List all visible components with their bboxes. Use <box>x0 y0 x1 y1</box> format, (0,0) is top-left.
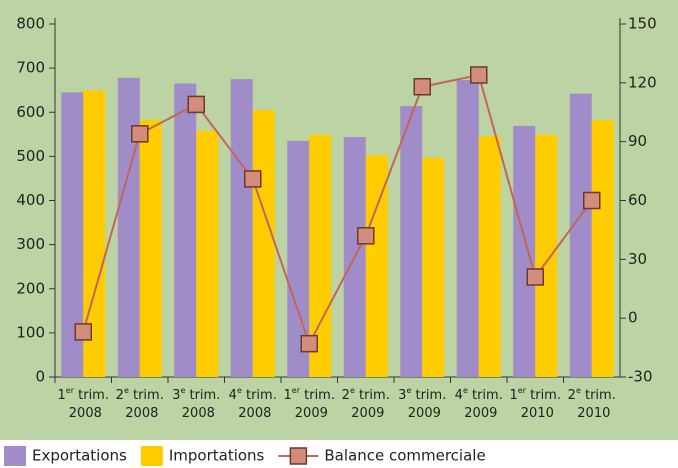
legend-swatch <box>140 446 163 466</box>
y2-tick-label: 0 <box>628 309 638 327</box>
marker <box>526 268 544 286</box>
legend-label: Exportations <box>32 447 127 465</box>
bar <box>139 119 162 377</box>
y2-tick-label: 90 <box>628 132 647 150</box>
x-tick-label: 4e trim. 2009 <box>455 386 503 421</box>
y2-tick-label: 60 <box>628 191 647 209</box>
y-tick-label: 100 <box>16 323 45 341</box>
bar <box>422 157 445 377</box>
legend-label: Importations <box>169 447 265 465</box>
bar <box>535 134 558 377</box>
bar <box>456 80 479 377</box>
y2-tick-label: 120 <box>628 73 657 91</box>
x-tick-label: 3e trim. 2009 <box>398 386 446 421</box>
y2-tick-label: 30 <box>628 250 647 268</box>
bar <box>591 119 614 377</box>
x-tick-label: 1er trim. 2009 <box>284 386 335 421</box>
x-tick-label: 2e trim. 2010 <box>568 386 616 421</box>
marker <box>244 170 262 188</box>
chart-background <box>0 0 678 440</box>
bar <box>365 155 388 377</box>
y-tick-label: 300 <box>16 235 45 253</box>
x-tick-label: 1er trim. 2008 <box>58 386 109 421</box>
bar <box>252 110 275 377</box>
x-tick-label: 2e trim. 2008 <box>116 386 164 421</box>
marker <box>357 227 375 245</box>
marker <box>187 95 205 114</box>
bar <box>400 106 423 377</box>
bar <box>513 125 536 378</box>
marker <box>470 66 488 84</box>
y-tick-label: 800 <box>16 15 45 33</box>
y-tick-label: 0 <box>35 368 45 386</box>
marker <box>131 125 149 143</box>
bar <box>174 83 197 377</box>
marker <box>300 334 318 353</box>
bar <box>83 90 106 377</box>
bar <box>117 77 140 378</box>
legend-swatch <box>4 446 26 466</box>
y-tick-label: 500 <box>16 147 45 165</box>
bar <box>478 136 501 377</box>
x-tick-label: 4e trim. 2008 <box>229 386 277 421</box>
y-tick-label: 600 <box>16 103 45 121</box>
bar <box>230 79 253 377</box>
y2-tick-label: -30 <box>628 368 653 386</box>
x-tick-label: 1er trim. 2010 <box>510 386 561 421</box>
bar <box>569 93 592 377</box>
marker <box>74 323 92 341</box>
bar <box>61 92 84 378</box>
legend-label: Balance commerciale <box>324 447 485 465</box>
line <box>82 73 593 347</box>
y-tick-label: 200 <box>16 279 45 297</box>
y-tick-label: 700 <box>16 59 45 77</box>
x-tick-label: 3e trim. 2008 <box>172 386 220 421</box>
bar <box>196 130 219 377</box>
marker <box>413 78 431 96</box>
marker <box>583 191 601 210</box>
legend-marker <box>289 447 308 465</box>
y-tick-label: 400 <box>16 191 45 209</box>
bar <box>309 134 332 377</box>
bar <box>287 140 310 377</box>
y2-tick-label: 150 <box>628 15 657 33</box>
x-tick-label: 2e trim. 2009 <box>342 386 390 421</box>
